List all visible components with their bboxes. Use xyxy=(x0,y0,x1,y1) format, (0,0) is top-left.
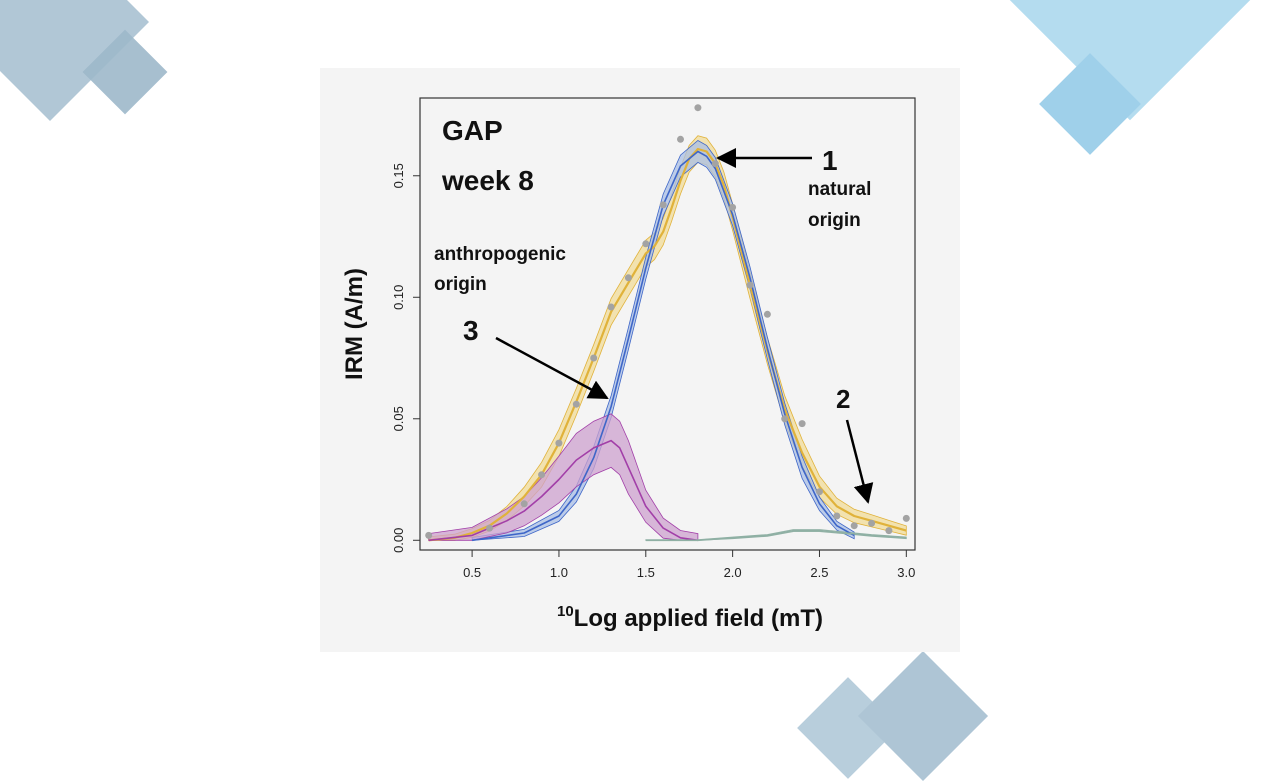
y-axis-label: IRM (A/m) xyxy=(341,268,368,380)
x-axis-label-main: Log applied field (mT) xyxy=(574,605,823,632)
data-point xyxy=(798,420,806,428)
data-point xyxy=(607,303,615,311)
series-2-line xyxy=(471,150,855,542)
data-point xyxy=(833,512,841,520)
x-axis-label: 10Log applied field (mT) xyxy=(557,603,823,632)
annotation-3-number: 3 xyxy=(463,315,479,346)
annotation-1-number: 1 xyxy=(822,145,838,176)
data-point xyxy=(425,531,433,539)
y-tick-label: 0.15 xyxy=(391,163,406,188)
x-tick-label: 1.0 xyxy=(550,565,568,580)
x-tick-label: 2.0 xyxy=(724,565,742,580)
data-point xyxy=(486,524,493,532)
y-tick-label: 0.10 xyxy=(391,285,406,310)
decorative-diamond-bottom-right xyxy=(857,650,989,781)
panel-title-line-1: GAP xyxy=(442,115,503,146)
data-point xyxy=(746,281,754,289)
annotation-1-text-line-2: origin xyxy=(808,210,861,231)
y-tick-label: 0.05 xyxy=(391,406,406,431)
data-point xyxy=(711,160,719,168)
y-tick-label: 0.00 xyxy=(391,528,406,553)
data-point xyxy=(729,203,737,211)
x-axis-label-superscript: 10 xyxy=(557,603,574,620)
irm-chart: 0.5 1.0 1.5 2.0 2.5 3.0 0.00 0.05 0.10 0.15 GAP w… xyxy=(341,97,916,632)
data-point xyxy=(816,488,823,496)
annotation-1-text-line-1: natural xyxy=(808,179,871,200)
x-tick-label: 1.5 xyxy=(637,565,655,580)
x-tick-label: 2.5 xyxy=(810,565,828,580)
data-point xyxy=(885,527,893,535)
annotation-3-arrow xyxy=(495,336,609,400)
series-1-line xyxy=(428,147,907,542)
series-4-line xyxy=(645,529,907,542)
data-point xyxy=(538,471,546,479)
annotation-2-number: 2 xyxy=(836,384,850,414)
data-point xyxy=(624,274,632,282)
panel-title-line-2: week 8 xyxy=(441,165,534,196)
data-point xyxy=(763,310,771,318)
data-point xyxy=(902,514,910,522)
data-point xyxy=(868,519,876,527)
data-point xyxy=(572,400,580,408)
plot-frame xyxy=(419,97,916,551)
data-point xyxy=(659,201,667,209)
x-tick-label: 0.5 xyxy=(463,565,481,580)
data-point xyxy=(520,500,528,508)
data-point xyxy=(694,104,702,112)
data-point xyxy=(677,135,684,143)
data-point xyxy=(642,240,650,248)
data-point xyxy=(850,522,858,530)
annotation-2-arrow xyxy=(845,419,874,504)
annotation-3-text-line-2: origin xyxy=(434,274,487,295)
data-point xyxy=(590,354,598,362)
chart-panel: 0.5 1.0 1.5 2.0 2.5 3.0 0.00 0.05 0.10 0.15 GAP w… xyxy=(320,68,960,652)
series-3-line xyxy=(428,439,699,542)
annotation-3-text-line-1: anthropogenic xyxy=(434,244,566,265)
series-2-uncertainty-band xyxy=(471,140,855,541)
data-point xyxy=(555,439,563,447)
data-point xyxy=(781,415,789,423)
x-tick-label: 3.0 xyxy=(897,565,915,580)
